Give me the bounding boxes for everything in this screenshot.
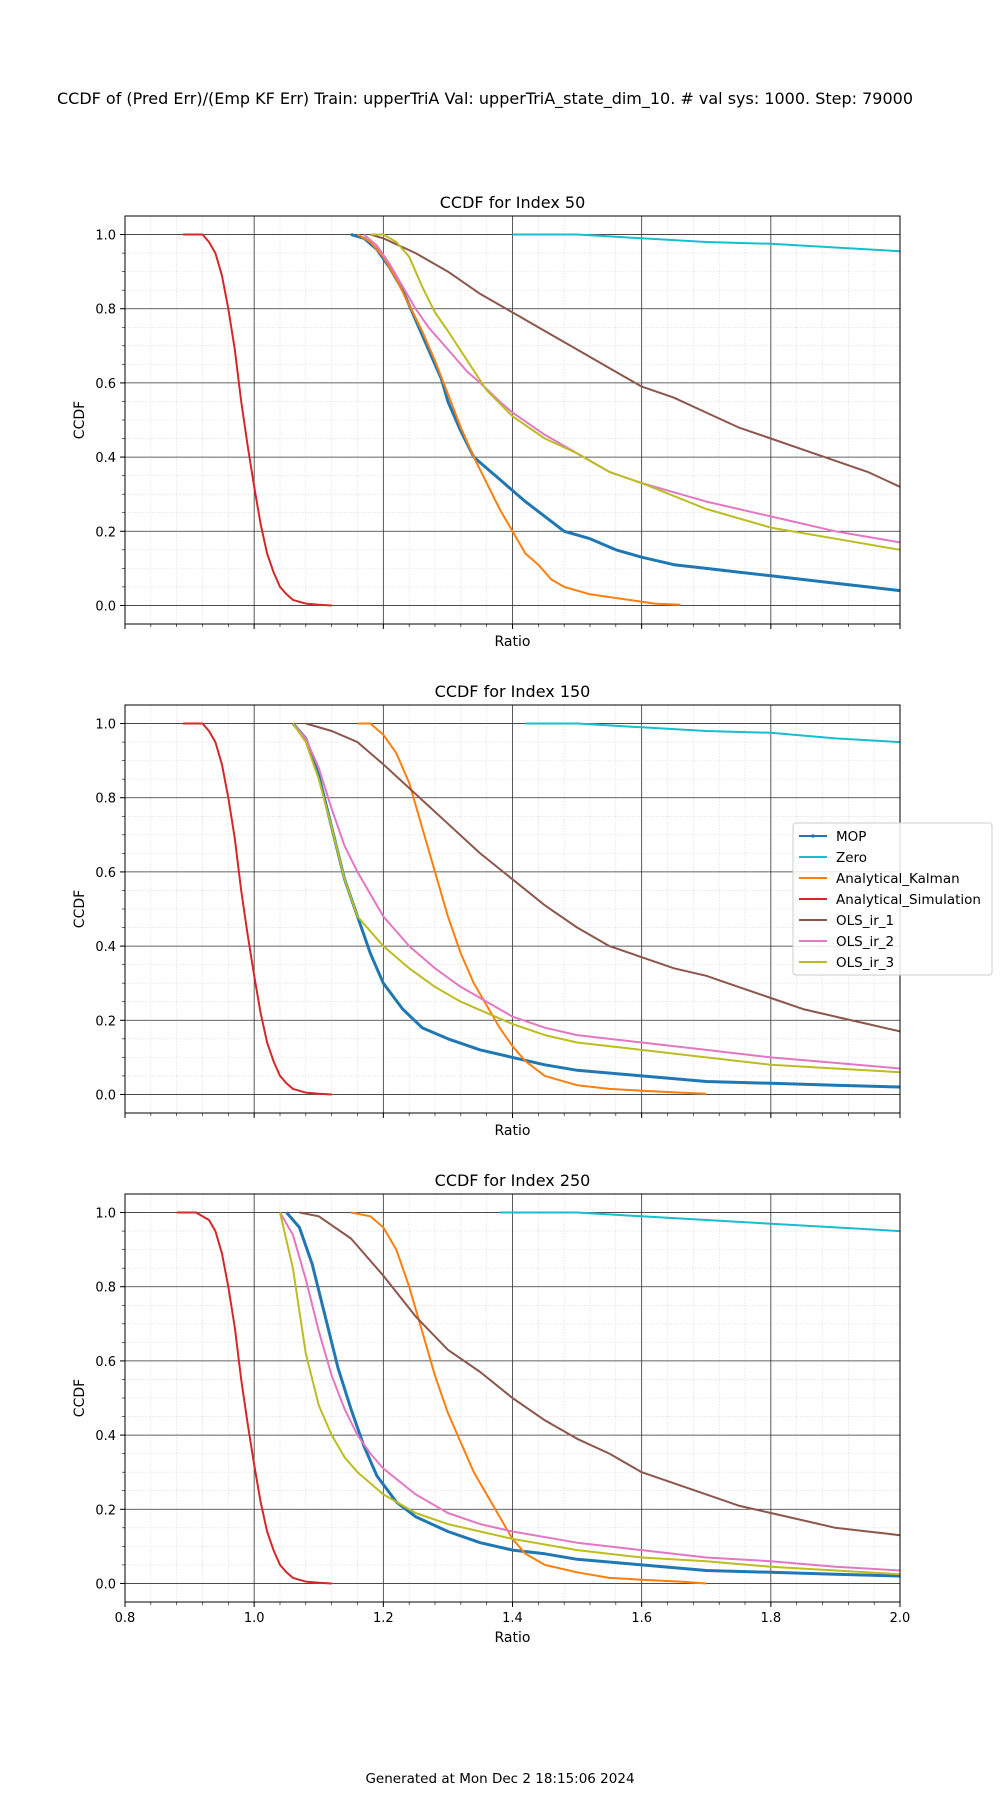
series-line-ols-ir-2 xyxy=(279,1211,901,1572)
series-line-zero xyxy=(512,233,901,253)
y-tick-label: 0.0 xyxy=(95,1088,116,1103)
y-tick-label: 0.0 xyxy=(95,1577,116,1592)
x-tick-label: 1.2 xyxy=(373,1611,394,1626)
legend-entry-ols-ir-3: OLS_ir_3 xyxy=(836,955,894,971)
figure-suptitle: CCDF of (Pred Err)/(Emp KF Err) Train: u… xyxy=(57,89,913,109)
y-tick-label: 0.4 xyxy=(95,1429,116,1444)
legend-entry-analytical-simulation: Analytical_Simulation xyxy=(836,892,981,908)
y-axis-label: CCDF xyxy=(72,890,88,928)
series-line-analytical-simulation xyxy=(183,722,332,1096)
series-line-mop xyxy=(285,1211,901,1578)
chart-panel-0: 0.0 0.2 0.4 0.6 0.8 1.0 CCDF for Index 50 Ratio… xyxy=(72,193,901,650)
legend-entry-analytical-kalman: Analytical_Kalman xyxy=(836,871,960,887)
y-tick-label: 1.0 xyxy=(95,229,116,244)
y-tick-label: 0.8 xyxy=(95,1281,116,1296)
series-line-zero xyxy=(525,722,901,744)
panel-title: CCDF for Index 250 xyxy=(435,1171,591,1190)
x-axis-label: Ratio xyxy=(495,1630,531,1646)
y-tick-label: 1.0 xyxy=(95,1207,116,1222)
y-axis-label: CCDF xyxy=(72,1379,88,1417)
x-tick-label: 1.6 xyxy=(631,1611,652,1626)
chart-panel-1: 0.0 0.2 0.4 0.6 0.8 1.0 CCDF for Index 150 Rati… xyxy=(72,682,901,1139)
y-tick-label: 0.2 xyxy=(95,1014,116,1029)
x-tick-label: 2.0 xyxy=(890,1611,911,1626)
series-line-ols-ir-3 xyxy=(292,722,901,1074)
x-tick-label: 1.4 xyxy=(502,1611,523,1626)
y-tick-label: 0.8 xyxy=(95,792,116,807)
chart-panel-2: 0.8 1.0 1.2 1.4 1.6 1.8 2.0 0.0 0.2 0.4 0.6 0.8 1.0 C… xyxy=(72,1171,910,1646)
y-tick-label: 1.0 xyxy=(95,718,116,733)
series-line-analytical-simulation xyxy=(183,233,332,607)
series-line-zero xyxy=(499,1211,901,1233)
x-tick-label: 1.8 xyxy=(760,1611,781,1626)
series-line-analytical-simulation xyxy=(176,1211,332,1585)
x-tick-label: 1.0 xyxy=(244,1611,265,1626)
panel-title: CCDF for Index 150 xyxy=(435,682,591,701)
y-tick-label: 0.6 xyxy=(95,377,116,392)
series-line-mop xyxy=(350,233,901,593)
series-line-ols-ir-3 xyxy=(370,233,901,551)
legend-entry-zero: Zero xyxy=(836,850,867,866)
y-tick-label: 0.2 xyxy=(95,525,116,540)
series-line-ols-ir-1 xyxy=(299,1211,901,1537)
series-line-ols-ir-2 xyxy=(292,722,901,1070)
x-axis-label: Ratio xyxy=(495,1123,531,1139)
legend-entry-ols-ir-2: OLS_ir_2 xyxy=(836,934,894,950)
y-tick-label: 0.4 xyxy=(95,940,116,955)
legend-box xyxy=(792,822,993,976)
series-line-analytical-kalman xyxy=(357,722,707,1095)
y-tick-label: 0.2 xyxy=(95,1503,116,1518)
legend-entry-mop: MOP xyxy=(836,829,866,845)
series-line-ols-ir-1 xyxy=(370,233,901,488)
series-line-ols-ir-1 xyxy=(305,722,901,1033)
legend-marker xyxy=(811,834,815,838)
panels-container: 0.0 0.2 0.4 0.6 0.8 1.0 CCDF for Index 50 Ratio… xyxy=(72,193,910,1646)
series-line-analytical-kalman xyxy=(356,233,681,606)
panel-title: CCDF for Index 50 xyxy=(440,193,586,212)
series-line-ols-ir-3 xyxy=(279,1212,901,1576)
x-tick-label: 0.8 xyxy=(115,1611,136,1626)
y-axis-label: CCDF xyxy=(72,401,88,439)
legend: MOP Zero Analytical_Kalman Analytical_Simul… xyxy=(792,822,993,976)
y-tick-label: 0.8 xyxy=(95,303,116,318)
series-line-analytical-kalman xyxy=(350,1211,707,1585)
legend-entry-ols-ir-1: OLS_ir_1 xyxy=(836,913,894,929)
generated-timestamp: Generated at Mon Dec 2 18:15:06 2024 xyxy=(365,1771,634,1787)
y-tick-label: 0.4 xyxy=(95,451,116,466)
y-tick-label: 0.6 xyxy=(95,866,116,881)
y-tick-label: 0.0 xyxy=(95,599,116,614)
x-axis-label: Ratio xyxy=(495,634,531,650)
y-tick-label: 0.6 xyxy=(95,1355,116,1370)
